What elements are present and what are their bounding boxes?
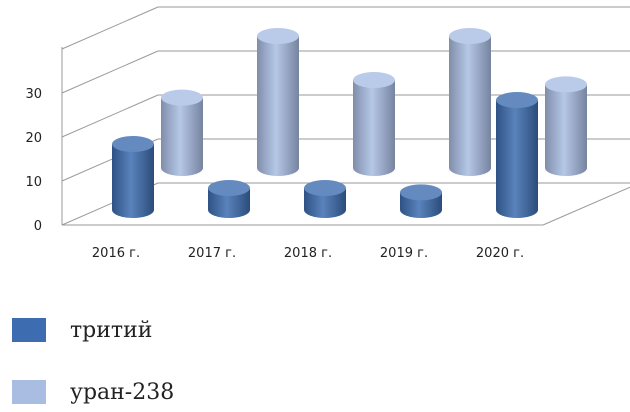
bar-uranium-5-top xyxy=(545,76,587,93)
bar-tritium-3 xyxy=(304,188,346,218)
bar-uranium-4 xyxy=(449,36,491,176)
bar-uranium-4-top xyxy=(449,28,491,44)
bar-tritium-4-top xyxy=(400,184,442,201)
bar-tritium-1 xyxy=(112,144,154,218)
x-tick-label: 2019 г. xyxy=(380,246,428,261)
legend-swatch-uranium xyxy=(12,380,46,404)
x-tick-label: 2020 г. xyxy=(476,246,524,261)
gridline-side xyxy=(61,50,159,94)
y-tick-label: 20 xyxy=(25,131,42,146)
chart-stage: 0 10 20 30 2016 г. 2017 г. 2018 г. 2019 г. 2020 … xyxy=(12,6,630,405)
bar-tritium-3-top xyxy=(304,180,346,196)
legend: тритий уран-238 xyxy=(12,310,174,412)
gridline-side xyxy=(61,94,159,138)
bar-tritium-2 xyxy=(208,188,250,218)
gridline-side xyxy=(61,6,159,50)
legend-item-uranium: уран-238 xyxy=(12,372,174,412)
bar-uranium-2 xyxy=(257,36,299,176)
y-tick-label: 10 xyxy=(25,175,42,190)
legend-item-tritium: тритий xyxy=(12,310,174,350)
x-tick-label: 2016 г. xyxy=(92,246,140,261)
bar-uranium-3 xyxy=(353,80,395,176)
bar-tritium-1-top xyxy=(112,136,154,152)
bar-uranium-3-top xyxy=(353,72,395,88)
bar-tritium-5-top xyxy=(496,92,538,108)
bar-tritium-5 xyxy=(496,100,538,218)
legend-label-tritium: тритий xyxy=(70,317,153,343)
y-tick-label: 30 xyxy=(25,87,42,102)
x-tick-label: 2018 г. xyxy=(284,246,332,261)
x-tick-label: 2017 г. xyxy=(188,246,236,261)
legend-swatch-tritium xyxy=(12,318,46,342)
bar-uranium-1 xyxy=(161,97,203,176)
legend-label-uranium: уран-238 xyxy=(70,379,175,405)
floor-right-edge xyxy=(542,186,630,226)
bar-uranium-2-top xyxy=(257,28,299,44)
bar-uranium-1-top xyxy=(161,89,203,106)
bar-tritium-2-top xyxy=(208,180,250,196)
y-tick-label: 0 xyxy=(34,219,42,234)
chart-plot: 0 10 20 30 2016 г. 2017 г. 2018 г. 2019 г. 2020 … xyxy=(25,6,630,261)
bar-uranium-5 xyxy=(545,84,587,176)
